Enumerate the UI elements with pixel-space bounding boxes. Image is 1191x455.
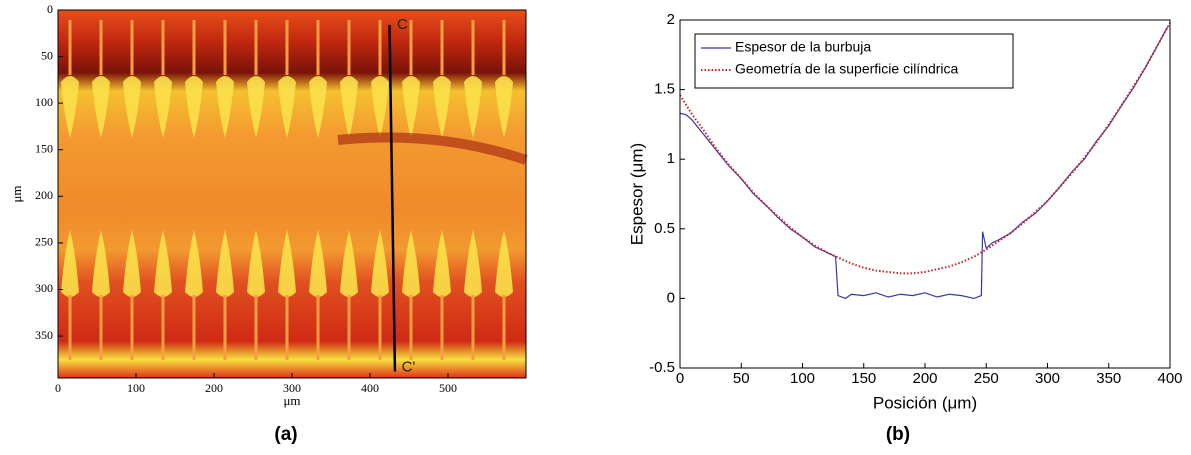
heatmap-drop [433,76,451,138]
x-tick-label: 150 [851,370,876,387]
heatmap-streak [337,132,528,165]
y-tick-label: 250 [35,235,53,249]
heatmap-drop [185,76,203,138]
heatmap-drop [495,76,513,138]
heatmap-drop [340,230,358,297]
heatmap-drop [309,76,327,138]
heatmap-drop [340,76,358,138]
heatmap-drop [123,76,141,138]
y-tick-label: -0.5 [649,359,675,376]
heatmap-drop [371,76,389,138]
x-tick-label: 300 [283,381,301,395]
y-tick-label: 100 [35,95,53,109]
y-axis-label: μm [9,185,24,202]
x-tick-label: 200 [912,370,937,387]
heatmap-drop [123,230,141,297]
x-tick-label: 500 [439,381,457,395]
heatmap-drop [61,230,79,297]
y-tick-label: 200 [35,188,53,202]
heatmap-drop [154,230,172,297]
y-axis-label: Espesor (μm) [627,143,646,245]
heatmap-drop [371,230,389,297]
heatmap [58,10,526,378]
heatmap-drop [309,230,327,297]
heatmap-drop [402,76,420,138]
x-tick-label: 0 [55,381,61,395]
y-tick-label: 350 [35,328,53,342]
legend-label: Geometría de la superficie cilíndrica [735,61,959,77]
x-tick-label: 250 [974,370,999,387]
y-tick-label: 1 [667,150,675,167]
heatmap-drop [216,76,234,138]
annotation: C' [402,359,416,376]
x-axis-label: Posición (μm) [873,393,977,412]
panel-label: (a) [274,424,297,445]
heatmap-texture [61,20,528,360]
heatmap-drop [278,76,296,138]
panel-label: (b) [886,424,910,445]
legend-label: Espesor de la burbuja [735,39,871,55]
heatmap-drop [433,230,451,297]
y-tick-label: 50 [41,48,53,62]
annotation: C [397,16,408,33]
heatmap-drop [402,230,420,297]
heatmap-drop [185,230,203,297]
x-tick-label: 400 [361,381,379,395]
heatmap-drop [92,76,110,138]
heatmap-drop [464,230,482,297]
x-tick-label: 100 [127,381,145,395]
x-tick-label: 350 [1096,370,1121,387]
y-tick-label: 0.5 [654,220,675,237]
heatmap-drop [154,76,172,138]
heatmap-drop [61,76,79,138]
heatmap-drop [92,230,110,297]
y-tick-label: 2 [667,11,675,28]
heatmap-drop [464,76,482,138]
heatmap-drop [247,230,265,297]
y-tick-label: 0 [47,2,53,16]
y-tick-label: 300 [35,281,53,295]
x-axis-label: μm [283,393,300,408]
y-tick-label: 150 [35,141,53,155]
heatmap-drop [278,230,296,297]
x-tick-label: 50 [733,370,750,387]
x-tick-label: 300 [1035,370,1060,387]
legend-box [694,33,1014,89]
y-tick-label: 1.5 [654,81,675,98]
heatmap-drop [216,230,234,297]
y-tick-label: 0 [667,289,675,306]
heatmap-drop [495,230,513,297]
x-tick-label: 200 [205,381,223,395]
series-line [679,22,1171,275]
heatmap-drop [247,76,265,138]
x-tick-label: 0 [676,370,684,387]
cut-line [388,24,397,372]
x-tick-label: 400 [1157,370,1182,387]
x-tick-label: 100 [790,370,815,387]
